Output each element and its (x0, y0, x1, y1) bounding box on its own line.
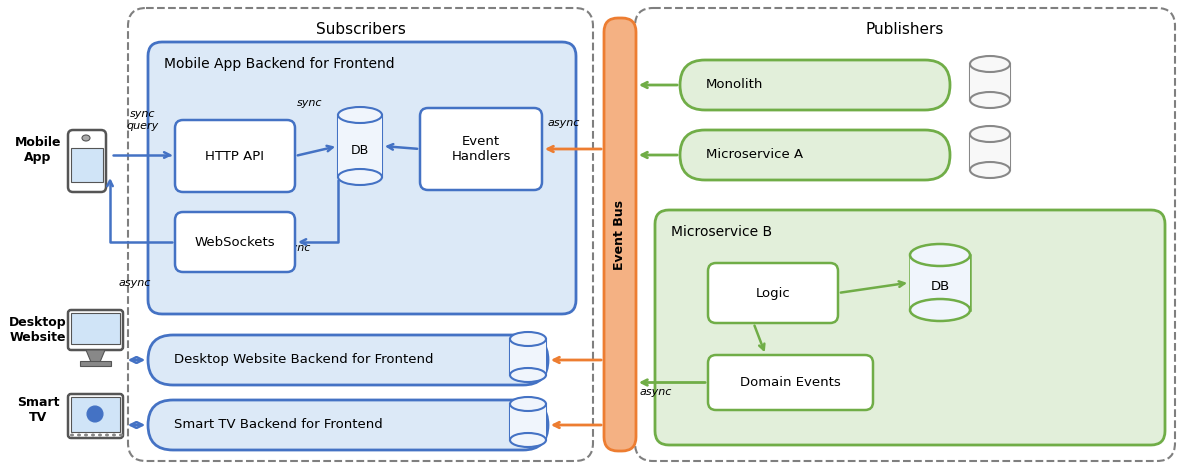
Ellipse shape (70, 433, 75, 437)
Ellipse shape (510, 332, 547, 346)
Text: Mobile App Backend for Frontend: Mobile App Backend for Frontend (164, 57, 395, 71)
Polygon shape (510, 405, 547, 439)
Text: Event
Handlers: Event Handlers (451, 135, 511, 163)
FancyBboxPatch shape (655, 210, 1165, 445)
Polygon shape (510, 404, 547, 440)
Ellipse shape (98, 433, 102, 437)
Polygon shape (71, 397, 119, 432)
Ellipse shape (84, 433, 88, 437)
Ellipse shape (910, 299, 970, 321)
Ellipse shape (119, 433, 123, 437)
Text: Monolith: Monolith (706, 78, 763, 91)
Ellipse shape (970, 92, 1010, 108)
Text: HTTP API: HTTP API (206, 150, 265, 162)
Ellipse shape (338, 169, 382, 185)
FancyBboxPatch shape (67, 310, 123, 350)
Text: Publishers: Publishers (866, 23, 944, 38)
FancyBboxPatch shape (67, 130, 106, 192)
Text: Event Bus: Event Bus (614, 199, 627, 270)
Text: Smart
TV: Smart TV (17, 396, 59, 424)
Polygon shape (510, 340, 547, 374)
Ellipse shape (970, 56, 1010, 72)
Text: DB: DB (351, 144, 369, 157)
Text: sync
query: sync query (127, 109, 160, 131)
Text: Subscribers: Subscribers (316, 23, 406, 38)
Polygon shape (970, 135, 1010, 169)
Polygon shape (970, 134, 1010, 170)
Text: WebSockets: WebSockets (195, 235, 276, 249)
Text: Mobile
App: Mobile App (14, 136, 62, 164)
Text: Microservice B: Microservice B (671, 225, 772, 239)
Polygon shape (86, 350, 105, 362)
Polygon shape (338, 116, 382, 176)
FancyBboxPatch shape (420, 108, 542, 190)
FancyBboxPatch shape (148, 335, 548, 385)
FancyBboxPatch shape (680, 60, 950, 110)
FancyBboxPatch shape (148, 400, 548, 450)
Text: Microservice A: Microservice A (706, 149, 803, 161)
Text: Desktop
Website: Desktop Website (9, 316, 66, 344)
Text: async: async (118, 278, 151, 288)
FancyBboxPatch shape (680, 130, 950, 180)
Text: Domain Events: Domain Events (741, 376, 841, 389)
Text: sync: sync (297, 98, 323, 108)
Text: async: async (279, 243, 311, 253)
Text: Smart TV Backend for Frontend: Smart TV Backend for Frontend (174, 418, 383, 431)
Text: Logic: Logic (756, 287, 790, 300)
Ellipse shape (91, 433, 95, 437)
Polygon shape (510, 339, 547, 375)
FancyBboxPatch shape (175, 120, 295, 192)
Ellipse shape (970, 162, 1010, 178)
Ellipse shape (510, 397, 547, 411)
Ellipse shape (338, 107, 382, 123)
Polygon shape (71, 313, 119, 344)
Polygon shape (910, 255, 970, 310)
Polygon shape (910, 256, 970, 309)
FancyBboxPatch shape (605, 18, 636, 451)
FancyBboxPatch shape (175, 212, 295, 272)
Ellipse shape (82, 135, 90, 141)
Text: async: async (548, 118, 580, 128)
Ellipse shape (510, 433, 547, 447)
Ellipse shape (510, 368, 547, 382)
FancyBboxPatch shape (707, 263, 838, 323)
FancyBboxPatch shape (67, 394, 123, 438)
Ellipse shape (77, 433, 80, 437)
FancyBboxPatch shape (707, 355, 873, 410)
Polygon shape (970, 64, 1010, 100)
Polygon shape (71, 148, 103, 182)
Polygon shape (338, 115, 382, 177)
Ellipse shape (105, 433, 109, 437)
Text: Desktop Website Backend for Frontend: Desktop Website Backend for Frontend (174, 354, 433, 366)
Ellipse shape (88, 406, 103, 422)
Ellipse shape (970, 126, 1010, 142)
Polygon shape (970, 65, 1010, 99)
Text: async: async (640, 387, 672, 397)
Ellipse shape (910, 244, 970, 266)
Ellipse shape (112, 433, 116, 437)
FancyBboxPatch shape (148, 42, 576, 314)
Polygon shape (80, 361, 111, 366)
Text: DB: DB (930, 280, 950, 293)
